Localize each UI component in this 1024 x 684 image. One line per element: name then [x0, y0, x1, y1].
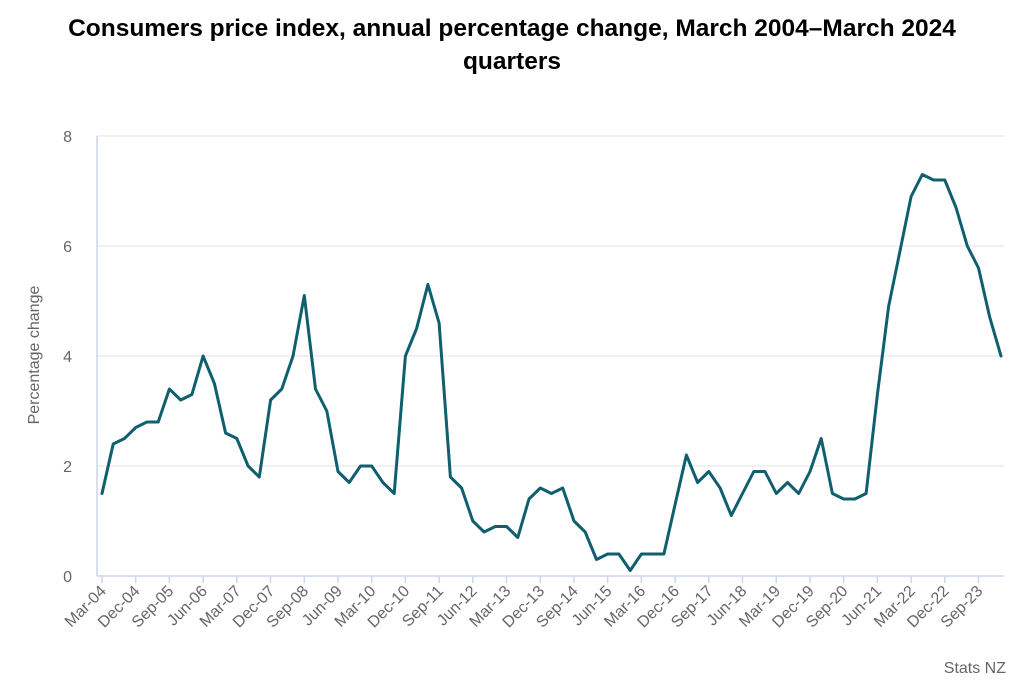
- data-point: [819, 437, 823, 441]
- data-point: [696, 481, 700, 485]
- data-point: [426, 283, 430, 287]
- y-tick-label: 6: [63, 239, 72, 256]
- data-point: [561, 486, 565, 490]
- data-point: [763, 470, 767, 474]
- data-point: [864, 492, 868, 496]
- data-point: [212, 382, 216, 386]
- data-point: [583, 530, 587, 534]
- y-axis-title: Percentage change: [26, 286, 43, 425]
- data-point: [336, 470, 340, 474]
- data-point: [111, 442, 115, 446]
- data-point: [403, 354, 407, 358]
- y-tick-label: 2: [63, 459, 72, 476]
- data-point: [707, 470, 711, 474]
- data-point: [291, 354, 295, 358]
- data-point: [359, 464, 363, 468]
- data-point: [145, 420, 149, 424]
- data-point: [100, 492, 104, 496]
- y-axis: 0 2 4 6 8: [63, 129, 98, 586]
- data-point: [370, 464, 374, 468]
- data-point: [651, 552, 655, 556]
- data-point: [808, 470, 812, 474]
- data-point: [920, 173, 924, 177]
- data-point: [179, 398, 183, 402]
- y-tick-label: 4: [63, 349, 72, 366]
- data-point: [538, 486, 542, 490]
- data-point: [662, 552, 666, 556]
- data-point: [729, 514, 733, 518]
- data-point: [988, 316, 992, 320]
- series-line: [100, 173, 1003, 572]
- data-point: [314, 387, 318, 391]
- data-point: [639, 552, 643, 556]
- data-point: [830, 492, 834, 496]
- data-point: [786, 481, 790, 485]
- data-point: [628, 569, 632, 573]
- data-point: [482, 530, 486, 534]
- x-axis: Mar-04Dec-04Sep-05Jun-06Mar-07Dec-07Sep-…: [62, 575, 1004, 631]
- data-point: [471, 519, 475, 523]
- data-point: [606, 552, 610, 556]
- data-point: [505, 525, 509, 529]
- data-point: [280, 387, 284, 391]
- data-point: [123, 437, 127, 441]
- data-point: [167, 387, 171, 391]
- data-point: [752, 470, 756, 474]
- data-point: [999, 354, 1003, 358]
- data-point: [853, 497, 857, 501]
- data-point: [156, 420, 160, 424]
- data-point: [325, 409, 329, 413]
- data-point: [235, 437, 239, 441]
- chart-title: Consumers price index, annual percentage…: [68, 15, 956, 75]
- data-point: [190, 393, 194, 397]
- data-point: [741, 492, 745, 496]
- data-point: [201, 354, 205, 358]
- data-point: [954, 206, 958, 210]
- data-point: [347, 481, 351, 485]
- data-point: [797, 492, 801, 496]
- y-tick-label: 8: [63, 129, 72, 146]
- data-point: [257, 475, 261, 479]
- data-point: [684, 453, 688, 457]
- data-point: [527, 497, 531, 501]
- data-point: [392, 492, 396, 496]
- data-point: [516, 536, 520, 540]
- data-point: [842, 497, 846, 501]
- data-point: [134, 426, 138, 430]
- data-point: [448, 475, 452, 479]
- data-point: [595, 558, 599, 562]
- data-point: [415, 327, 419, 331]
- data-point: [224, 431, 228, 435]
- data-point: [718, 486, 722, 490]
- y-tick-label: 0: [63, 569, 72, 586]
- gridlines: [97, 135, 1004, 467]
- data-point: [898, 250, 902, 254]
- data-point: [269, 398, 273, 402]
- data-point: [774, 492, 778, 496]
- data-point: [617, 552, 621, 556]
- data-point: [887, 305, 891, 309]
- data-point: [550, 492, 554, 496]
- data-point: [932, 178, 936, 182]
- data-point: [673, 503, 677, 507]
- data-point: [493, 525, 497, 529]
- data-point: [460, 486, 464, 490]
- data-point: [977, 266, 981, 270]
- data-point: [246, 464, 250, 468]
- series-layer: [100, 173, 1003, 573]
- data-point: [302, 294, 306, 298]
- data-point: [437, 321, 441, 325]
- source-credit: Stats NZ: [944, 660, 1006, 677]
- data-point: [965, 244, 969, 248]
- data-point: [875, 393, 879, 397]
- data-point: [381, 481, 385, 485]
- data-point: [572, 519, 576, 523]
- data-point: [943, 178, 947, 182]
- data-point: [909, 195, 913, 199]
